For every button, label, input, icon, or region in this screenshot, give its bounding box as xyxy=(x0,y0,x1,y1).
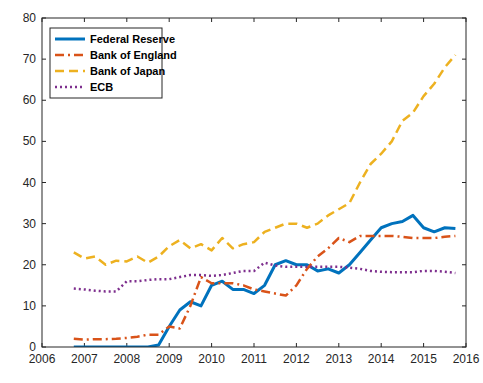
plot-frame xyxy=(42,18,466,347)
y-tick-label: 40 xyxy=(23,176,37,190)
tick-mark xyxy=(42,182,46,183)
x-tick-label: 2010 xyxy=(198,352,225,366)
tick-mark xyxy=(462,59,466,60)
chart: 2006200720082009201020112012201320142015… xyxy=(0,0,483,383)
plot-area xyxy=(42,18,466,347)
x-tick-label: 2011 xyxy=(241,352,267,366)
tick-mark xyxy=(169,343,170,347)
x-tick-label: 2006 xyxy=(29,352,56,366)
series-group xyxy=(74,55,456,347)
x-tick-label: 2012 xyxy=(283,352,310,366)
legend-label: Bank of England xyxy=(90,49,177,61)
tick-mark xyxy=(338,343,339,347)
x-tick-label: 2007 xyxy=(71,352,98,366)
tick-mark xyxy=(42,100,46,101)
tick-mark xyxy=(462,182,466,183)
legend-label: Federal Reserve xyxy=(90,33,175,45)
y-tick-label: 50 xyxy=(23,134,37,148)
legend: Federal Reserve Bank of England Bank of Ja… xyxy=(50,28,177,98)
x-tick-label: 2009 xyxy=(156,352,183,366)
series-line xyxy=(74,236,456,340)
tick-mark xyxy=(462,100,466,101)
tick-mark xyxy=(254,18,255,22)
y-tick-label: 10 xyxy=(23,299,37,313)
legend-label: Bank of Japan xyxy=(90,65,165,77)
y-tick-label: 30 xyxy=(23,217,37,231)
tick-mark xyxy=(211,343,212,347)
series-line xyxy=(74,215,456,347)
tick-mark xyxy=(42,305,46,306)
tick-mark xyxy=(462,305,466,306)
x-tick-label: 2016 xyxy=(453,352,480,366)
tick-mark xyxy=(381,18,382,22)
legend-swatch xyxy=(55,54,85,57)
tick-mark xyxy=(423,343,424,347)
tick-mark xyxy=(211,18,212,22)
tick-mark xyxy=(42,141,46,142)
tick-mark xyxy=(42,264,46,265)
x-tick-label: 2015 xyxy=(410,352,437,366)
y-tick-label: 80 xyxy=(23,11,37,25)
tick-mark xyxy=(169,18,170,22)
x-tick-label: 2014 xyxy=(368,352,395,366)
x-tick-label: 2013 xyxy=(325,352,352,366)
tick-mark xyxy=(296,343,297,347)
x-tick-label: 2008 xyxy=(113,352,140,366)
tick-mark xyxy=(42,59,46,60)
tick-mark xyxy=(462,141,466,142)
tick-mark xyxy=(254,343,255,347)
tick-mark xyxy=(338,18,339,22)
tick-mark xyxy=(381,343,382,347)
series-line xyxy=(74,263,456,292)
tick-mark xyxy=(126,18,127,22)
tick-mark xyxy=(423,18,424,22)
legend-label: ECB xyxy=(90,81,113,93)
tick-mark xyxy=(42,223,46,224)
tick-mark xyxy=(84,18,85,22)
legend-swatch xyxy=(55,86,85,89)
legend-swatch xyxy=(55,70,85,73)
y-tick-label: 60 xyxy=(23,93,37,107)
tick-mark xyxy=(462,223,466,224)
y-tick-label: 70 xyxy=(23,52,37,66)
y-tick-label: 0 xyxy=(29,340,36,354)
legend-swatch xyxy=(55,38,85,41)
tick-mark xyxy=(462,264,466,265)
tick-mark xyxy=(296,18,297,22)
y-tick-label: 20 xyxy=(23,258,37,272)
